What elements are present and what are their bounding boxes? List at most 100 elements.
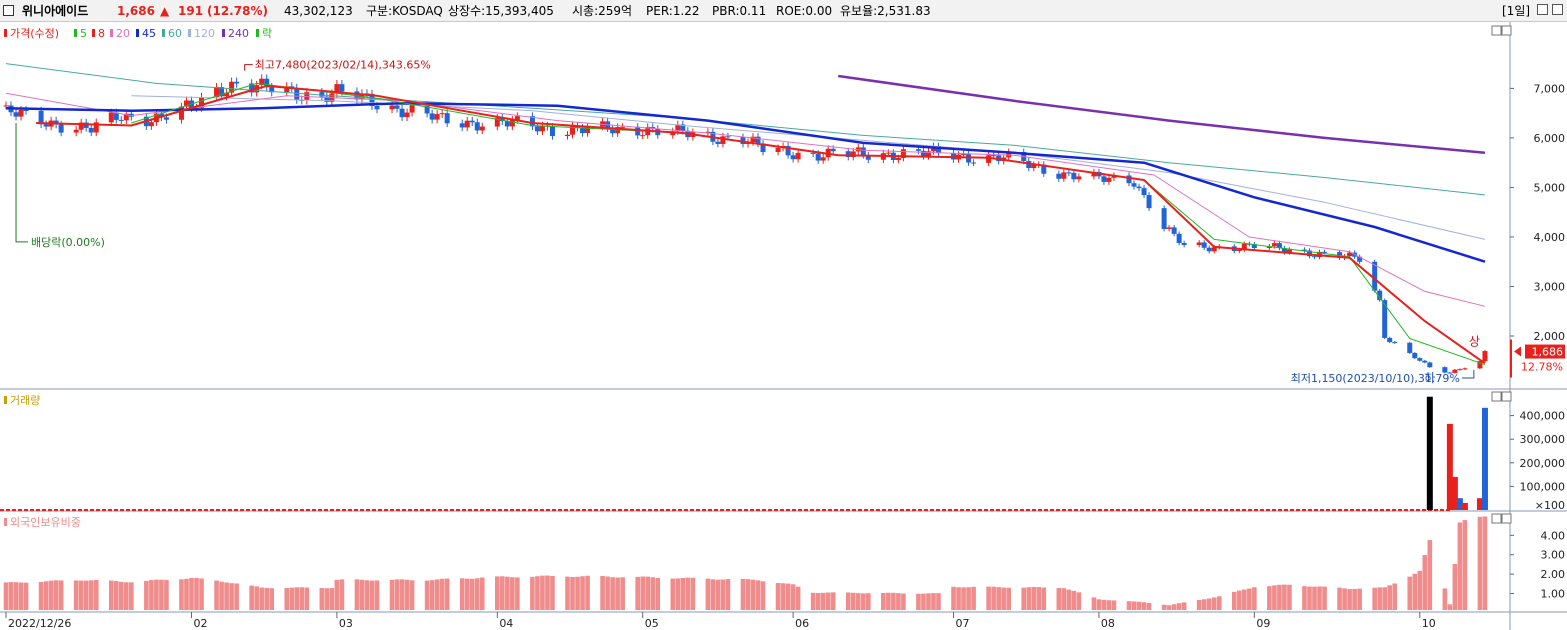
candle: [1146, 195, 1152, 209]
candle: [1211, 247, 1217, 252]
candle: [1091, 171, 1097, 177]
high-marker-arrow: [244, 64, 253, 71]
foreign-ratio-bar: [961, 587, 966, 610]
legend-swatch: [136, 29, 139, 37]
maximize-icon[interactable]: [1537, 4, 1548, 15]
foreign-ratio-bar: [540, 575, 545, 610]
stock-name[interactable]: 위니아에이드: [22, 4, 89, 18]
foreign-ratio-bar: [886, 592, 891, 610]
foreign-ratio-bar: [956, 587, 961, 610]
candle: [424, 104, 430, 114]
candle: [464, 120, 470, 128]
candle: [1201, 242, 1207, 248]
candle: [509, 119, 515, 127]
period-selector[interactable]: [1일]: [1502, 4, 1531, 18]
y-tick-label: 7,000: [1534, 82, 1566, 95]
y-tick-label: 2,000: [1534, 330, 1566, 343]
low-annotation: 최저1,150(2023/10/10),31.79%: [1291, 372, 1460, 385]
foreign-ratio-bar: [720, 579, 726, 610]
foreign-ratio-bar: [585, 575, 590, 610]
legend-swatch: [92, 29, 95, 37]
foreign-ratio-bar: [745, 579, 751, 610]
y-tick-label: 6,000: [1534, 132, 1566, 145]
foreign-ratio-bar: [775, 583, 781, 610]
select-checkbox[interactable]: [3, 5, 14, 16]
foreign-ratio-bar: [3, 582, 9, 610]
volume-bar: [1461, 502, 1468, 510]
volume-y-tick-label: 100,000: [1520, 480, 1566, 493]
foreign-ratio-bar: [750, 579, 756, 610]
volume-bar: [1451, 476, 1458, 510]
candle: [1372, 261, 1378, 291]
foreign-ratio-bar: [790, 584, 796, 610]
candle: [3, 105, 9, 107]
candle: [43, 124, 49, 127]
candle: [234, 81, 240, 84]
candle: [429, 113, 435, 120]
foreign-ratio-bar: [1462, 520, 1468, 610]
candle: [1312, 256, 1318, 258]
candle: [319, 92, 325, 97]
foreign-ratio-bar: [23, 582, 29, 610]
foreign-ratio-bar: [1447, 604, 1453, 610]
candle: [389, 105, 395, 110]
foreign-ratio-bar: [685, 577, 691, 610]
candle: [580, 127, 586, 134]
candle: [680, 124, 686, 131]
foreign-ratio-bar: [505, 576, 510, 610]
candle: [790, 155, 796, 160]
candle: [775, 147, 781, 153]
candle: [795, 152, 801, 160]
candle: [620, 126, 626, 128]
candle: [900, 149, 906, 158]
foreign-ratio-bar: [194, 577, 199, 610]
candle: [434, 114, 440, 120]
foreign-ratio-bar: [1076, 592, 1082, 610]
foreign-ratio-bar: [1146, 602, 1152, 610]
market-type: 구분:KOSDAQ: [366, 4, 443, 18]
candle: [1251, 244, 1257, 249]
foreign-ratio-bar: [500, 576, 505, 610]
foreign-ratio-bar: [1317, 586, 1322, 610]
foreign-ratio-bar: [881, 592, 886, 610]
high-annotation: 최고7,480(2023/02/14),343.65%: [255, 59, 431, 72]
legend-label: 45: [142, 27, 156, 40]
foreign-ratio-bar: [600, 575, 605, 610]
close-icon[interactable]: [1552, 4, 1563, 15]
candle: [339, 84, 345, 92]
volume-bar: [1481, 407, 1488, 510]
candle: [1181, 243, 1187, 246]
candle: [1281, 248, 1287, 253]
candle: [850, 151, 856, 158]
foreign-ratio-bar: [219, 581, 224, 610]
legend-label: 20: [116, 27, 130, 40]
candle: [38, 110, 44, 125]
foreign-ratio-bar: [149, 580, 154, 610]
candle: [199, 96, 205, 108]
candle: [1126, 175, 1132, 184]
foreign-ratio-bar: [439, 578, 445, 610]
foreign-ratio-bar: [760, 581, 766, 610]
price-change-pct: (12.78%): [207, 4, 268, 18]
foreign-ratio-bar: [1482, 516, 1488, 610]
legend-swatch: [188, 29, 191, 37]
foreign-ratio-bar: [1347, 589, 1352, 610]
foreign-ratio-bar: [785, 583, 791, 610]
foreign-y-tick-label: 2.00: [1541, 568, 1566, 581]
current-price-label: 1,686: [1532, 346, 1564, 359]
pbr-value: PBR:0.11: [712, 4, 767, 18]
foreign-ratio-bar: [510, 577, 515, 610]
candle: [860, 147, 866, 156]
foreign-ratio-bar: [951, 586, 956, 610]
foreign-ratio-bar: [931, 593, 936, 610]
candle: [534, 126, 540, 132]
candle: [1266, 246, 1272, 249]
candle: [23, 110, 29, 112]
foreign-ratio-bar: [855, 593, 861, 610]
foreign-ratio-bar: [580, 576, 585, 610]
market-cap: 시총:259억: [572, 4, 633, 18]
volume-y-tick-label: 200,000: [1520, 457, 1566, 470]
candle: [514, 116, 520, 120]
foreign-ratio-bar: [1252, 587, 1257, 610]
foreign-ratio-bar: [299, 587, 305, 610]
